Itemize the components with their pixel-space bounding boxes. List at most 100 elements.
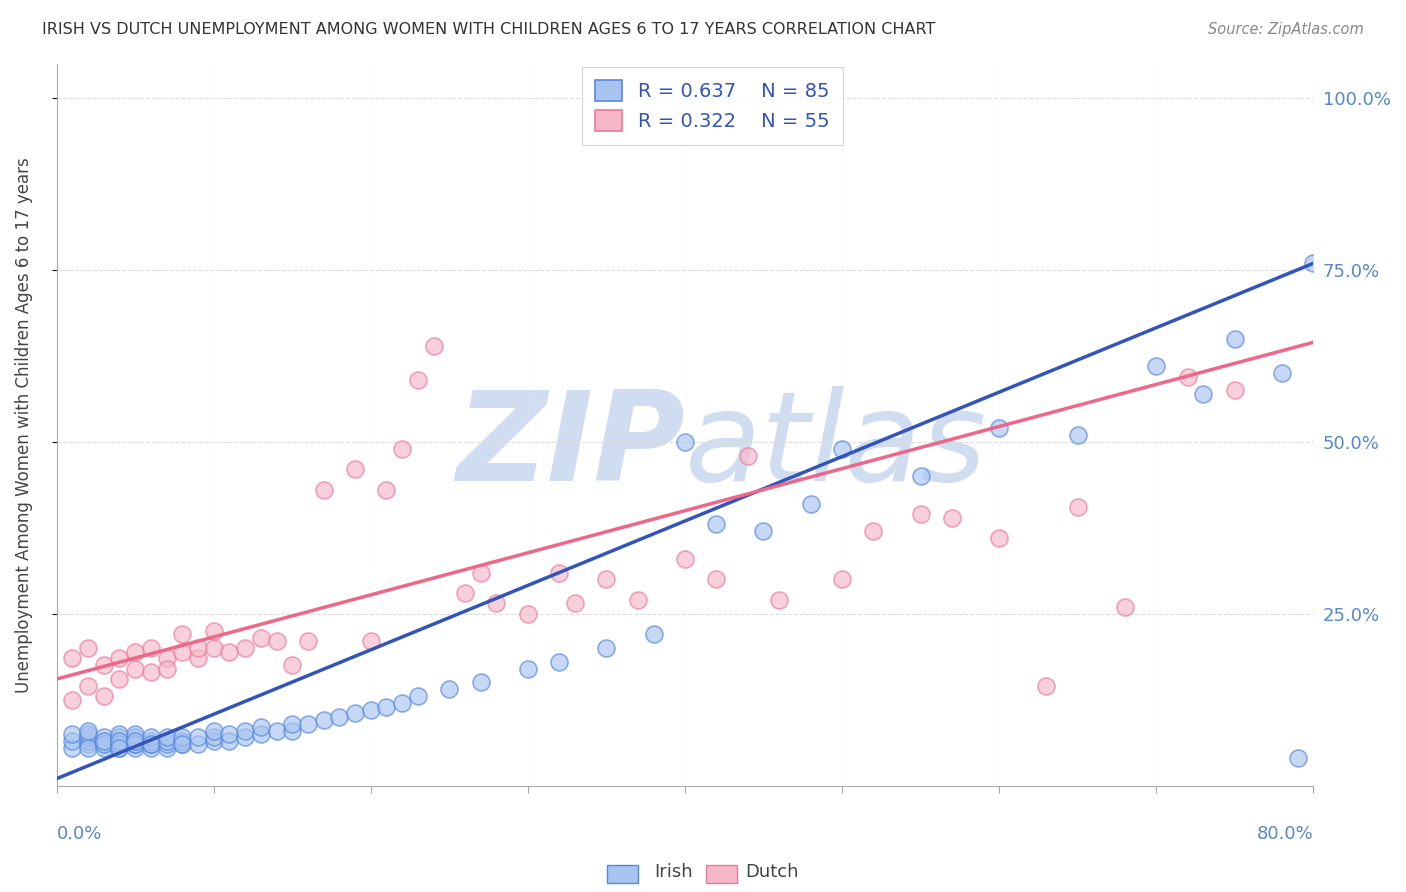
- Point: [187, 737, 209, 751]
- Point: [406, 373, 429, 387]
- Point: [768, 593, 790, 607]
- Point: [1177, 369, 1199, 384]
- Point: [172, 737, 194, 751]
- Point: [124, 740, 146, 755]
- Point: [77, 641, 100, 656]
- Point: [139, 740, 162, 755]
- Point: [202, 723, 225, 738]
- Point: [266, 723, 288, 738]
- Point: [391, 442, 413, 456]
- Point: [108, 734, 131, 748]
- Point: [60, 651, 83, 665]
- Point: [172, 627, 194, 641]
- Point: [862, 524, 884, 539]
- Point: [1144, 359, 1167, 374]
- Point: [1271, 366, 1294, 380]
- Point: [202, 734, 225, 748]
- Point: [360, 703, 382, 717]
- Point: [391, 696, 413, 710]
- Point: [595, 573, 617, 587]
- Point: [139, 737, 162, 751]
- Point: [250, 631, 273, 645]
- Point: [108, 740, 131, 755]
- Point: [155, 737, 177, 751]
- Point: [831, 442, 853, 456]
- Point: [108, 740, 131, 755]
- Point: [155, 734, 177, 748]
- Point: [516, 607, 538, 621]
- Point: [910, 469, 932, 483]
- Point: [516, 662, 538, 676]
- Point: [454, 586, 477, 600]
- Point: [595, 641, 617, 656]
- Point: [1302, 256, 1324, 270]
- Point: [233, 641, 256, 656]
- Text: IRISH VS DUTCH UNEMPLOYMENT AMONG WOMEN WITH CHILDREN AGES 6 TO 17 YEARS CORRELA: IRISH VS DUTCH UNEMPLOYMENT AMONG WOMEN …: [42, 22, 935, 37]
- Point: [564, 597, 586, 611]
- Point: [139, 734, 162, 748]
- Legend: R = 0.637    N = 85, R = 0.322    N = 55: R = 0.637 N = 85, R = 0.322 N = 55: [582, 67, 844, 145]
- Text: atlas: atlas: [685, 386, 987, 507]
- Point: [1066, 428, 1088, 442]
- Point: [1114, 599, 1136, 614]
- Point: [77, 734, 100, 748]
- Point: [439, 682, 461, 697]
- Point: [93, 740, 115, 755]
- Point: [1223, 384, 1246, 398]
- Point: [202, 624, 225, 638]
- Point: [60, 727, 83, 741]
- Point: [706, 517, 728, 532]
- Point: [1066, 500, 1088, 515]
- Point: [77, 679, 100, 693]
- Point: [548, 566, 571, 580]
- Point: [187, 731, 209, 745]
- Point: [250, 727, 273, 741]
- Point: [988, 421, 1011, 435]
- Point: [108, 734, 131, 748]
- Point: [1035, 679, 1057, 693]
- Point: [108, 737, 131, 751]
- Point: [344, 706, 367, 721]
- Point: [375, 699, 398, 714]
- Point: [422, 339, 444, 353]
- Point: [155, 731, 177, 745]
- Text: ZIP: ZIP: [456, 386, 685, 507]
- Point: [93, 658, 115, 673]
- Point: [328, 710, 350, 724]
- Text: Irish: Irish: [654, 863, 692, 881]
- Point: [108, 737, 131, 751]
- Point: [1286, 751, 1309, 765]
- Point: [77, 727, 100, 741]
- Point: [910, 507, 932, 521]
- Point: [800, 497, 823, 511]
- Point: [233, 723, 256, 738]
- Point: [172, 737, 194, 751]
- Point: [124, 727, 146, 741]
- Point: [93, 737, 115, 751]
- Point: [233, 731, 256, 745]
- Point: [172, 734, 194, 748]
- Point: [124, 734, 146, 748]
- Point: [77, 723, 100, 738]
- Point: [643, 627, 665, 641]
- Point: [627, 593, 650, 607]
- Y-axis label: Unemployment Among Women with Children Ages 6 to 17 years: Unemployment Among Women with Children A…: [15, 157, 32, 693]
- Point: [77, 740, 100, 755]
- Point: [77, 737, 100, 751]
- Point: [60, 734, 83, 748]
- Point: [250, 720, 273, 734]
- Point: [752, 524, 775, 539]
- Point: [77, 731, 100, 745]
- Point: [485, 597, 508, 611]
- Point: [202, 641, 225, 656]
- Point: [155, 662, 177, 676]
- Point: [108, 651, 131, 665]
- Point: [172, 731, 194, 745]
- Point: [218, 727, 240, 741]
- Point: [218, 734, 240, 748]
- Point: [831, 573, 853, 587]
- Point: [155, 651, 177, 665]
- Point: [281, 723, 304, 738]
- Point: [312, 483, 335, 497]
- Point: [172, 644, 194, 658]
